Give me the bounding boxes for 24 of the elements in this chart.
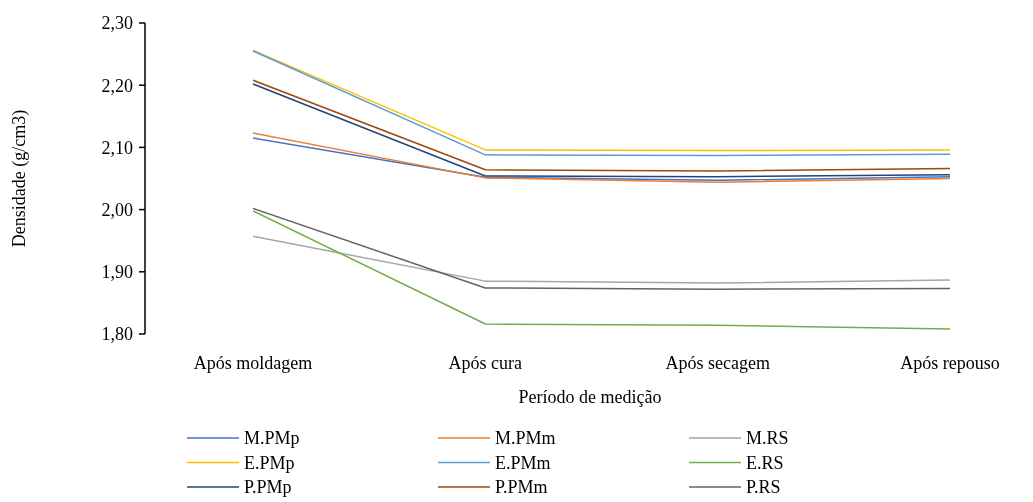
- legend-label: P.PMm: [495, 477, 548, 498]
- legend-label: M.PMm: [495, 428, 556, 449]
- x-tick-label: Após secagem: [665, 353, 770, 373]
- line-series: [252, 210, 951, 330]
- legend-label: E.RS: [746, 452, 784, 473]
- x-axis-title: Período de medição: [518, 387, 662, 407]
- legend-label: P.PMp: [244, 477, 292, 498]
- y-tick-label: 2,30: [101, 13, 133, 34]
- y-tick-label: 1,90: [101, 262, 133, 283]
- legend-label: E.PMp: [244, 452, 295, 473]
- y-tick-label: 2,00: [101, 199, 133, 220]
- x-tick-label: Após moldagem: [193, 353, 313, 373]
- line-series: [252, 235, 951, 284]
- x-tick-label: Após cura: [448, 353, 523, 373]
- y-tick-label: 2,20: [101, 75, 133, 96]
- y-axis-title: Densidade (g/cm3): [9, 109, 30, 248]
- legend-label: M.RS: [746, 428, 789, 449]
- x-tick-label: Após repouso: [900, 353, 1000, 373]
- legend-label: E.PMm: [495, 452, 551, 473]
- y-tick-label: 2,10: [101, 137, 133, 158]
- legend-label: P.RS: [746, 477, 781, 498]
- y-tick-label: 1,80: [101, 324, 133, 345]
- legend-label: M.PMp: [244, 428, 300, 449]
- line-series: [252, 207, 951, 290]
